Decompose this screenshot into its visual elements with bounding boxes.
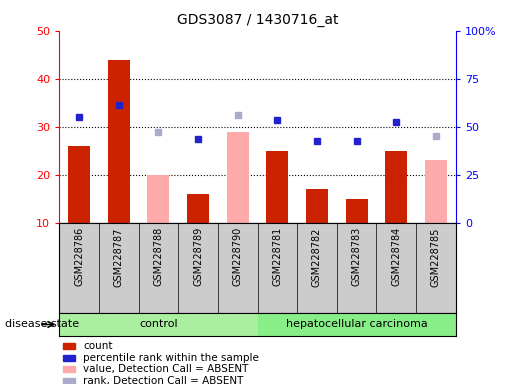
Title: GDS3087 / 1430716_at: GDS3087 / 1430716_at [177, 13, 338, 27]
Bar [306, 189, 328, 223]
Bar [258, 313, 456, 336]
Bar [63, 343, 75, 349]
Bar [346, 199, 368, 223]
Bar [147, 175, 169, 223]
Text: percentile rank within the sample: percentile rank within the sample [83, 353, 259, 363]
Text: GSM228784: GSM228784 [391, 227, 401, 286]
Bar [59, 313, 258, 336]
Text: value, Detection Call = ABSENT: value, Detection Call = ABSENT [83, 364, 248, 374]
Bar [266, 151, 288, 223]
Text: GSM228782: GSM228782 [312, 227, 322, 286]
Text: count: count [83, 341, 112, 351]
Text: GSM228789: GSM228789 [193, 227, 203, 286]
Bar [227, 131, 249, 223]
Text: GSM228785: GSM228785 [431, 227, 441, 286]
Text: rank, Detection Call = ABSENT: rank, Detection Call = ABSENT [83, 376, 244, 384]
Bar [63, 366, 75, 372]
Bar [63, 354, 75, 361]
Text: hepatocellular carcinoma: hepatocellular carcinoma [286, 319, 427, 329]
Bar [425, 161, 447, 223]
Text: GSM228788: GSM228788 [153, 227, 163, 286]
Bar [385, 151, 407, 223]
Bar [187, 194, 209, 223]
Text: GSM228781: GSM228781 [272, 227, 282, 286]
Text: control: control [139, 319, 178, 329]
Bar [68, 146, 90, 223]
Text: GSM228783: GSM228783 [352, 227, 362, 286]
Bar [108, 60, 130, 223]
Text: GSM228790: GSM228790 [233, 227, 243, 286]
Text: GSM228786: GSM228786 [74, 227, 84, 286]
Text: GSM228787: GSM228787 [114, 227, 124, 286]
Bar [63, 377, 75, 384]
Text: disease state: disease state [5, 319, 79, 329]
